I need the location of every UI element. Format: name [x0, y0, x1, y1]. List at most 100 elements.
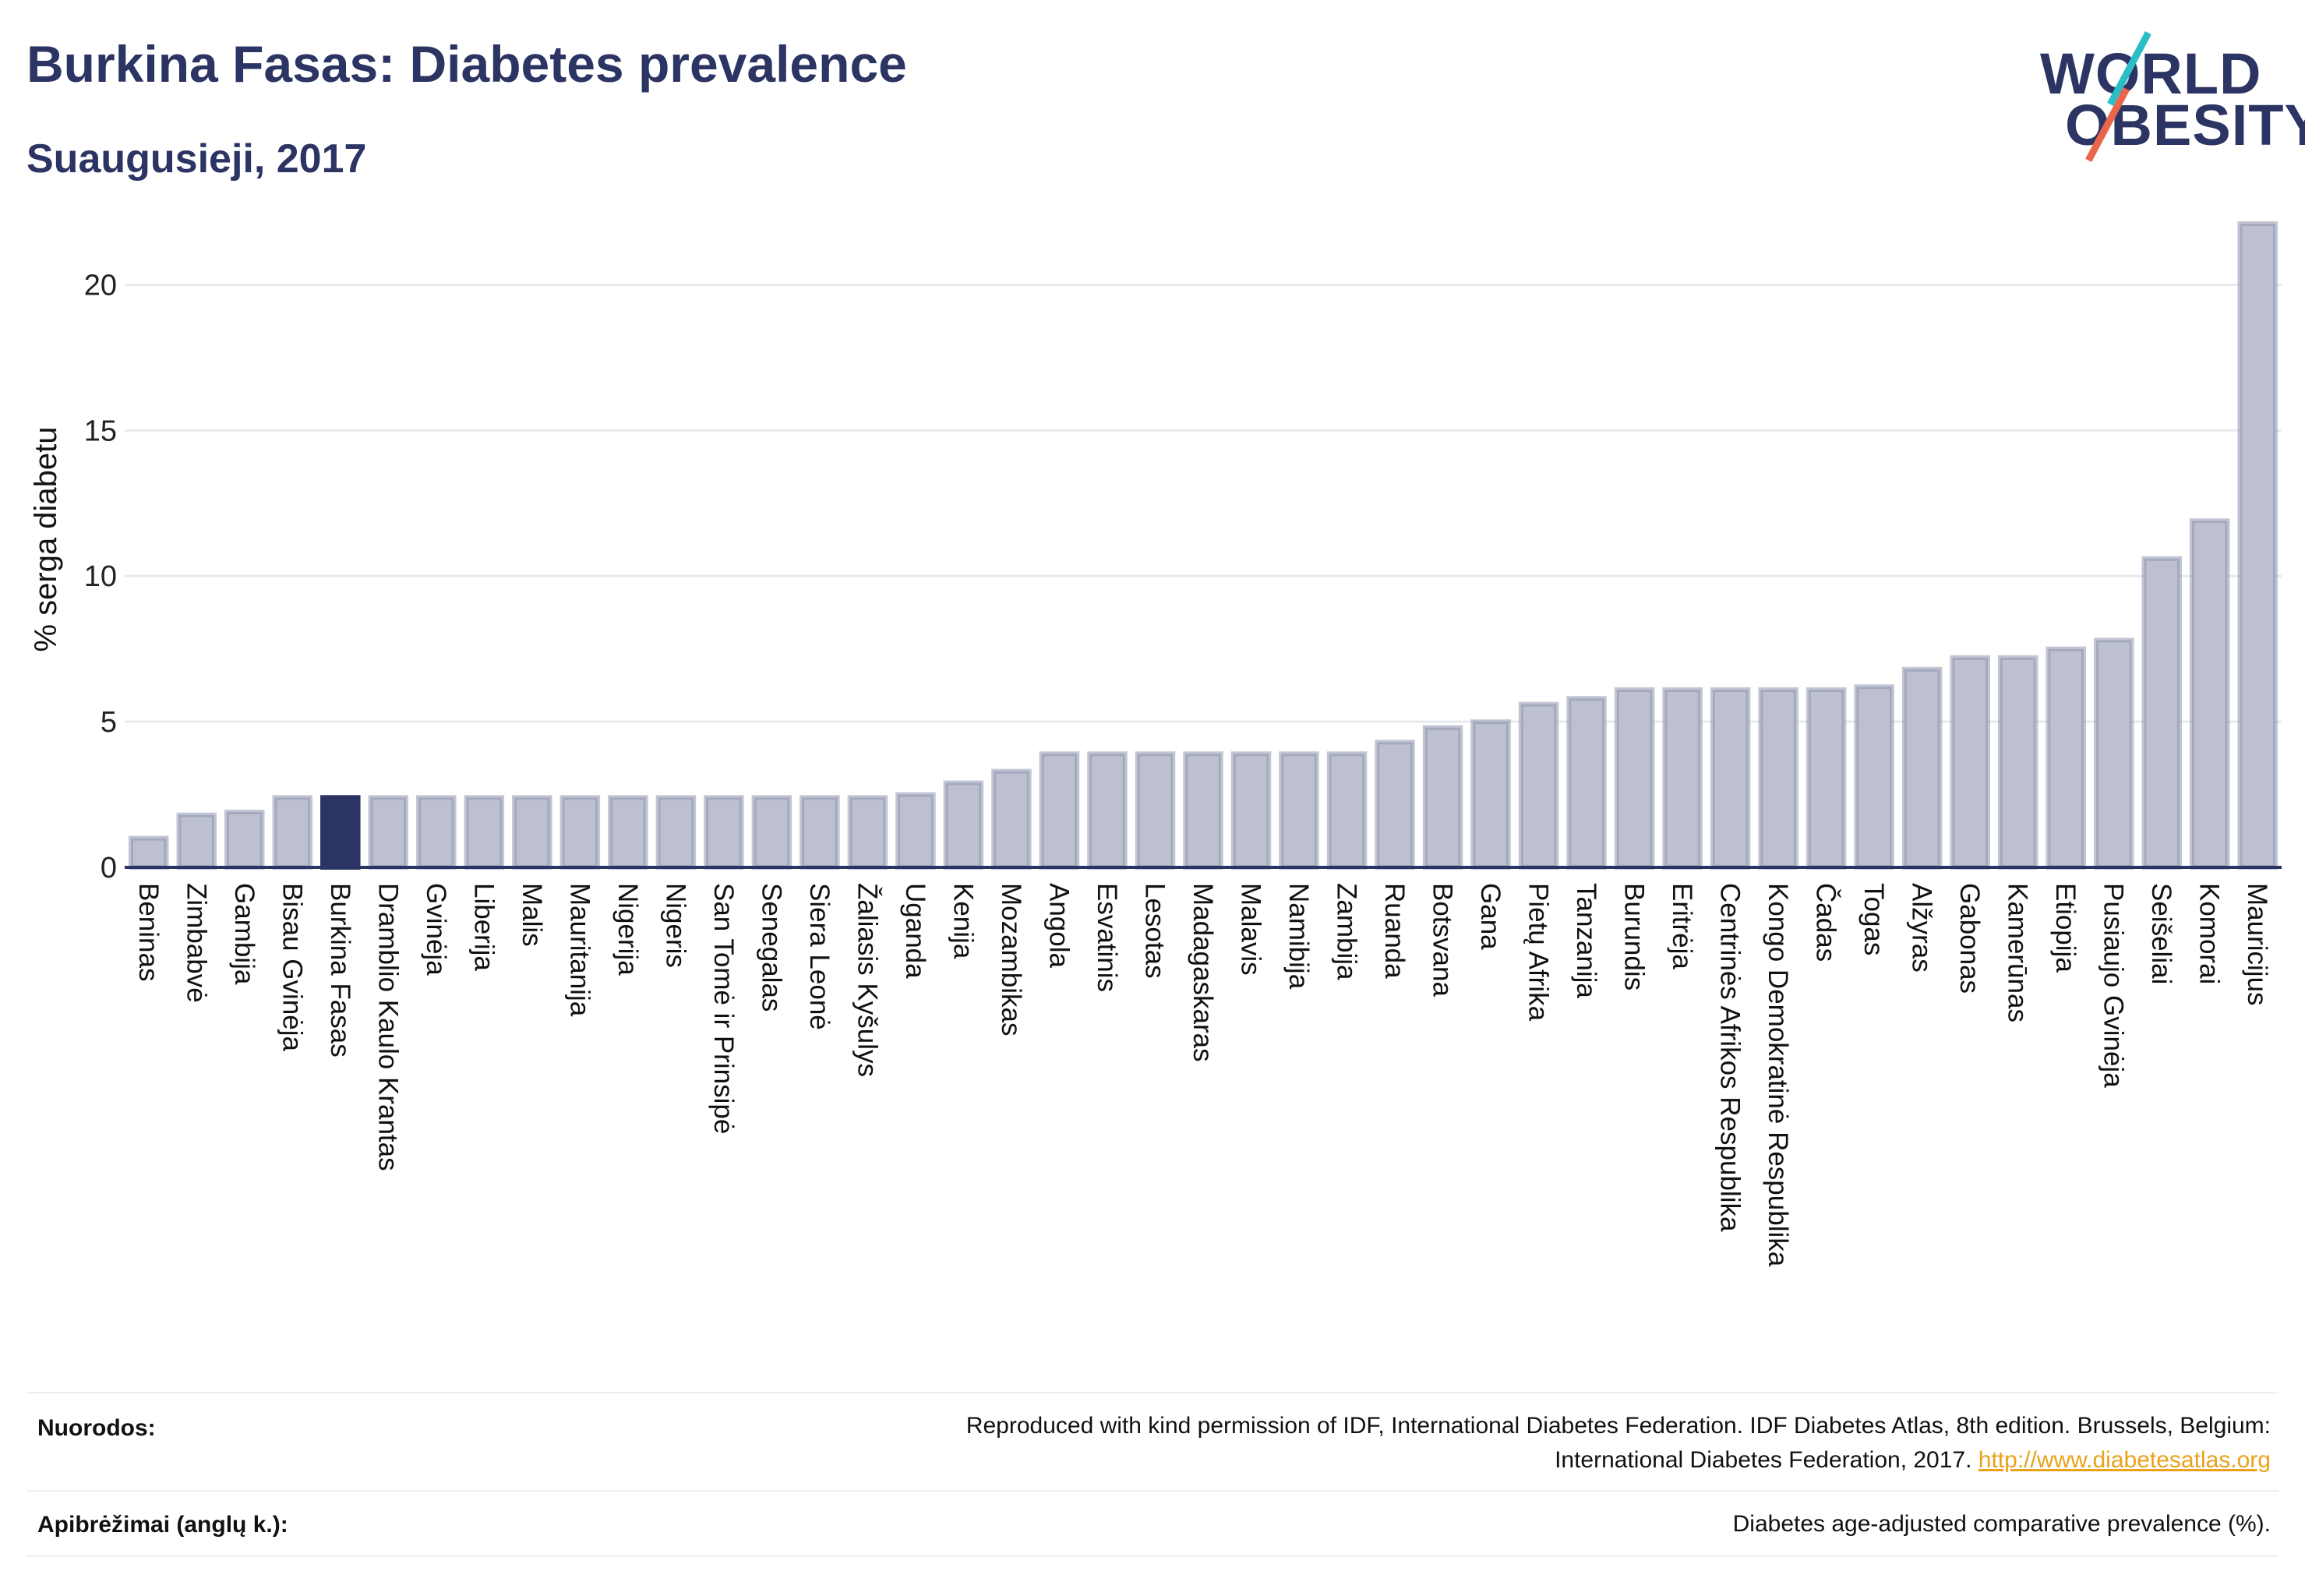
bar[interactable] — [1614, 687, 1655, 870]
bar[interactable] — [751, 795, 792, 870]
x-tick-label: Kamerūnas — [2003, 883, 2033, 1022]
bar[interactable] — [895, 792, 936, 870]
x-tick-label: Eritrėja — [1667, 883, 1697, 969]
bar[interactable] — [559, 795, 601, 870]
footer-definitions: Apibrėžimai (anglų k.): Diabetes age-adj… — [26, 1501, 2279, 1555]
x-tick-label: Etiopija — [2050, 883, 2081, 973]
x-tick-label: Kenija — [948, 883, 978, 959]
bar[interactable] — [1135, 751, 1176, 870]
y-axis-label: % serga diabetu — [29, 426, 63, 651]
x-tick-label: Beninas — [133, 883, 164, 981]
bar[interactable] — [1087, 751, 1128, 870]
footer-references: Nuorodos: Reproduced with kind permissio… — [26, 1403, 2279, 1488]
x-tick-label: Alžyras — [1907, 883, 1937, 973]
x-tick-label: Lesotas — [1139, 883, 1170, 979]
x-tick-label: Liberija — [468, 883, 499, 971]
bar[interactable] — [608, 795, 648, 870]
x-tick-label: Seišeliai — [2146, 883, 2176, 984]
bar[interactable] — [464, 795, 505, 870]
x-tick-label: Pietų Afrika — [1523, 883, 1554, 1022]
bar[interactable] — [1470, 719, 1511, 870]
y-tick-label: 10 — [84, 560, 117, 593]
x-tick-label: Nigeris — [660, 883, 690, 968]
footer-divider — [26, 1490, 2279, 1492]
bar[interactable] — [1422, 725, 1463, 870]
x-tick-label: Malavis — [1236, 883, 1266, 976]
x-tick-label: Siera Leonė — [804, 883, 835, 1030]
x-tick-label: Centrinės Afrikos Respublika — [1715, 883, 1746, 1232]
bar[interactable] — [1806, 687, 1847, 870]
references-text: Reproduced with kind permission of IDF, … — [556, 1409, 2271, 1478]
references-link[interactable]: http://www.diabetesatlas.org — [1978, 1447, 2271, 1473]
logo-line-1: WORLD — [2040, 41, 2262, 106]
bar[interactable] — [176, 812, 217, 870]
bar[interactable] — [416, 795, 457, 870]
bar[interactable] — [320, 795, 361, 870]
x-tick-label: Pusiaujo Gvinėja — [2099, 883, 2129, 1088]
x-tick-labels: Beninas Zimbabvė Gambija Bisau Gvinėja Burki… — [133, 883, 2272, 1267]
bar[interactable] — [847, 795, 888, 870]
bar[interactable] — [704, 795, 744, 870]
x-tick-label: Uganda — [900, 883, 930, 979]
x-tick-label: Gvinėja — [421, 883, 451, 976]
x-tick-label: Bisau Gvinėja — [277, 883, 307, 1051]
world-obesity-logo[interactable]: WORLD OBESITY — [2026, 23, 2305, 164]
y-tick-label: 15 — [84, 415, 117, 447]
y-tick-label: 20 — [84, 269, 117, 302]
definitions-label: Apibrėžimai (anglų k.): — [37, 1512, 288, 1538]
bar[interactable] — [1230, 751, 1272, 870]
bar[interactable] — [1710, 687, 1751, 870]
x-tick-label: Zambija — [1332, 883, 1362, 980]
page-subtitle: Suaugusieji, 2017 — [26, 136, 367, 182]
bar[interactable] — [128, 835, 169, 870]
bar[interactable] — [991, 768, 1032, 870]
bar[interactable] — [1279, 751, 1319, 870]
x-tick-label: Ruanda — [1379, 883, 1410, 979]
x-tick-label: Botsvana — [1428, 883, 1458, 997]
bar[interactable] — [1901, 666, 1943, 870]
bar[interactable] — [1997, 655, 2038, 870]
definitions-text: Diabetes age-adjusted comparative preval… — [1732, 1511, 2271, 1537]
bar[interactable] — [2093, 637, 2134, 870]
bar[interactable] — [1183, 751, 1223, 870]
x-tick-label: Malis — [517, 883, 547, 947]
bar[interactable] — [2141, 556, 2182, 870]
x-tick-label: Esvatinis — [1092, 883, 1122, 992]
footer-divider — [26, 1555, 2279, 1557]
references-text-line1: Reproduced with kind permission of IDF, … — [965, 1413, 2271, 1439]
bar[interactable] — [1375, 740, 1415, 870]
bar[interactable] — [1662, 687, 1703, 870]
bar[interactable] — [1566, 696, 1607, 870]
x-tick-label: Gabonas — [1954, 883, 1985, 994]
bar[interactable] — [2189, 518, 2230, 870]
bar[interactable] — [2237, 221, 2279, 870]
bar[interactable] — [1326, 751, 1368, 870]
bar[interactable] — [943, 780, 984, 870]
bar[interactable] — [800, 795, 840, 870]
bar[interactable] — [1518, 701, 1559, 870]
bar[interactable] — [224, 809, 265, 870]
x-tick-label: Komorai — [2194, 883, 2225, 984]
references-label: Nuorodos: — [37, 1415, 156, 1441]
x-tick-label: Namibija — [1283, 883, 1314, 990]
bar[interactable] — [272, 795, 313, 870]
x-tick-label: Dramblio Kaulo Krantas — [372, 883, 403, 1171]
bar[interactable] — [1039, 751, 1080, 870]
x-tick-label: Mauricijus — [2242, 883, 2272, 1006]
page-title: Burkina Fasas: Diabetes prevalence — [26, 35, 907, 93]
x-tick-label: Žaliasis Kyšulys — [852, 883, 882, 1077]
bar[interactable] — [2046, 646, 2086, 870]
x-tick-label: Gana — [1475, 883, 1505, 950]
bar[interactable] — [655, 795, 697, 870]
footer-divider — [26, 1392, 2279, 1393]
bar[interactable] — [368, 795, 409, 870]
x-tick-label: Zimbabvė — [181, 883, 211, 1003]
bar[interactable] — [1854, 684, 1894, 870]
bar-chart: 0 5 10 15 20 Beninas Zimbabvė Gambija Bisau Gvi… — [29, 221, 2282, 1267]
x-tick-label: Burkina Fasas — [325, 883, 355, 1058]
bar[interactable] — [1758, 687, 1798, 870]
y-tick-label: 0 — [101, 852, 117, 885]
bar[interactable] — [512, 795, 552, 870]
bar[interactable] — [1950, 655, 1990, 870]
y-tick-label: 5 — [101, 706, 117, 739]
